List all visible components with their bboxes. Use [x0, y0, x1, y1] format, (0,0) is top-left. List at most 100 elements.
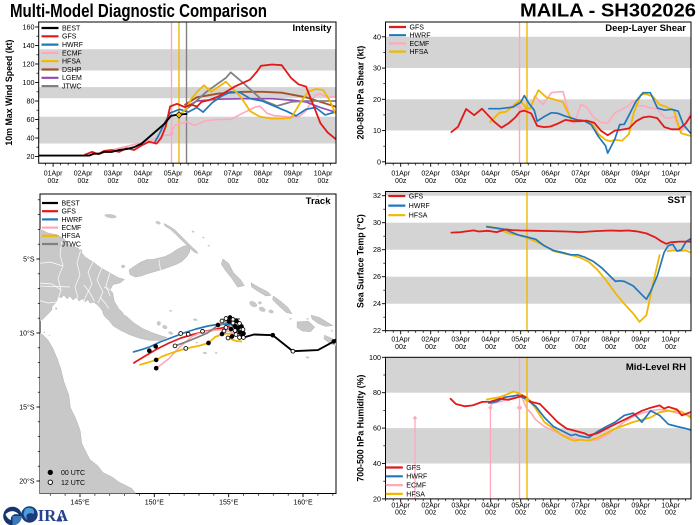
svg-text:00z: 00z	[425, 510, 437, 517]
svg-text:07Apr: 07Apr	[571, 336, 590, 343]
svg-text:BEST: BEST	[62, 25, 81, 32]
svg-text:00z: 00z	[575, 178, 587, 185]
svg-text:00 UTC: 00 UTC	[61, 470, 85, 477]
svg-text:06Apr: 06Apr	[541, 170, 560, 177]
svg-text:00z: 00z	[425, 178, 437, 185]
svg-text:20: 20	[373, 95, 381, 104]
svg-text:02Apr: 02Apr	[74, 170, 93, 177]
svg-text:100: 100	[369, 353, 381, 362]
svg-text:32: 32	[373, 191, 381, 200]
svg-text:DSHP: DSHP	[62, 67, 82, 74]
svg-text:04Apr: 04Apr	[134, 170, 153, 177]
svg-text:05Apr: 05Apr	[164, 170, 183, 177]
svg-text:GFS: GFS	[62, 209, 77, 216]
svg-text:00z: 00z	[575, 344, 587, 351]
svg-text:HFSA: HFSA	[406, 491, 425, 498]
svg-text:40: 40	[27, 134, 35, 143]
svg-text:03Apr: 03Apr	[451, 170, 470, 177]
svg-text:00z: 00z	[515, 510, 527, 517]
svg-text:08Apr: 08Apr	[601, 170, 620, 177]
svg-text:HWRF: HWRF	[409, 203, 430, 210]
svg-text:5°S: 5°S	[23, 256, 35, 264]
svg-text:145°E: 145°E	[70, 499, 89, 507]
svg-text:LGEM: LGEM	[62, 75, 82, 82]
svg-text:ECMF: ECMF	[406, 483, 426, 490]
svg-text:SST: SST	[668, 195, 687, 206]
svg-text:ECMF: ECMF	[62, 225, 82, 232]
svg-text:04Apr: 04Apr	[481, 336, 500, 343]
svg-text:HFSA: HFSA	[62, 233, 81, 240]
svg-text:80: 80	[373, 388, 381, 397]
svg-text:08Apr: 08Apr	[601, 336, 620, 343]
svg-text:06Apr: 06Apr	[541, 336, 560, 343]
svg-text:00z: 00z	[485, 178, 497, 185]
svg-text:Multi-Model Diagnostic Compari: Multi-Model Diagnostic Comparison	[10, 1, 267, 21]
svg-text:Deep-Layer Shear: Deep-Layer Shear	[605, 23, 686, 34]
svg-text:06Apr: 06Apr	[194, 170, 213, 177]
svg-text:00z: 00z	[287, 178, 299, 185]
svg-text:HWRF: HWRF	[62, 42, 83, 49]
svg-text:40: 40	[373, 32, 381, 41]
svg-text:00z: 00z	[395, 344, 407, 351]
svg-text:28: 28	[373, 245, 381, 254]
svg-text:00z: 00z	[635, 178, 647, 185]
svg-text:00z: 00z	[485, 344, 497, 351]
svg-text:Track: Track	[306, 196, 332, 207]
svg-text:00z: 00z	[515, 344, 527, 351]
svg-text:0: 0	[377, 157, 381, 166]
svg-text:00z: 00z	[455, 344, 467, 351]
svg-text:24: 24	[373, 299, 381, 308]
svg-text:00z: 00z	[395, 510, 407, 517]
svg-text:00z: 00z	[167, 178, 179, 185]
svg-text:Mid-Level RH: Mid-Level RH	[626, 362, 686, 373]
svg-text:08Apr: 08Apr	[601, 502, 620, 509]
svg-text:00z: 00z	[485, 510, 497, 517]
svg-text:HFSA: HFSA	[62, 59, 81, 66]
svg-text:04Apr: 04Apr	[481, 170, 500, 177]
svg-text:20: 20	[373, 494, 381, 503]
svg-text:01Apr: 01Apr	[391, 336, 410, 343]
svg-text:02Apr: 02Apr	[421, 170, 440, 177]
svg-text:HFSA: HFSA	[409, 213, 428, 220]
svg-text:05Apr: 05Apr	[511, 336, 530, 343]
svg-text:Intensity: Intensity	[292, 23, 332, 34]
svg-text:00z: 00z	[515, 178, 527, 185]
svg-text:05Apr: 05Apr	[511, 170, 530, 177]
svg-text:00z: 00z	[575, 510, 587, 517]
svg-text:08Apr: 08Apr	[254, 170, 273, 177]
svg-text:02Apr: 02Apr	[421, 336, 440, 343]
svg-text:07Apr: 07Apr	[571, 170, 590, 177]
svg-text:07Apr: 07Apr	[571, 502, 590, 509]
svg-text:09Apr: 09Apr	[284, 170, 303, 177]
svg-text:09Apr: 09Apr	[631, 502, 650, 509]
svg-text:00z: 00z	[47, 178, 59, 185]
svg-text:JTWC: JTWC	[62, 241, 81, 248]
svg-text:160: 160	[23, 23, 35, 32]
svg-text:80: 80	[27, 97, 35, 106]
svg-text:GFS: GFS	[409, 193, 424, 200]
svg-text:00z: 00z	[317, 178, 329, 185]
svg-text:07Apr: 07Apr	[224, 170, 243, 177]
svg-text:10Apr: 10Apr	[314, 170, 333, 177]
svg-text:03Apr: 03Apr	[451, 336, 470, 343]
svg-text:HWRF: HWRF	[62, 217, 83, 224]
svg-text:04Apr: 04Apr	[481, 502, 500, 509]
svg-text:00z: 00z	[605, 344, 617, 351]
svg-text:00z: 00z	[137, 178, 149, 185]
svg-text:HWRF: HWRF	[410, 33, 431, 40]
svg-text:03Apr: 03Apr	[451, 502, 470, 509]
svg-text:160°E: 160°E	[293, 499, 312, 507]
svg-text:MAILA - SH302026: MAILA - SH302026	[520, 1, 696, 21]
svg-text:00z: 00z	[665, 510, 677, 517]
svg-text:00z: 00z	[545, 510, 557, 517]
svg-text:30: 30	[373, 218, 381, 227]
svg-text:03Apr: 03Apr	[104, 170, 123, 177]
svg-text:12 UTC: 12 UTC	[61, 480, 85, 487]
svg-text:10m Max Wind Speed (kt): 10m Max Wind Speed (kt)	[4, 40, 14, 146]
svg-text:ECMF: ECMF	[410, 41, 430, 48]
svg-text:09Apr: 09Apr	[631, 170, 650, 177]
svg-text:02Apr: 02Apr	[421, 502, 440, 509]
svg-text:00z: 00z	[425, 344, 437, 351]
svg-text:BEST: BEST	[62, 200, 81, 207]
svg-text:700-500 hPa Humidity (%): 700-500 hPa Humidity (%)	[356, 374, 366, 481]
